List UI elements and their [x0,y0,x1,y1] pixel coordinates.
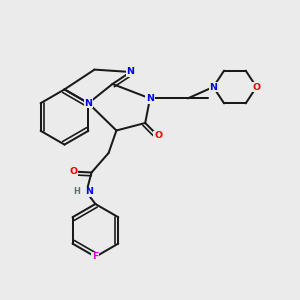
Text: N: N [85,188,93,196]
Text: N: N [209,82,217,91]
Text: O: O [69,167,78,176]
Text: N: N [127,68,134,76]
Text: H: H [74,188,80,196]
Text: N: N [146,94,154,103]
Text: F: F [92,252,99,261]
Text: N: N [84,99,92,108]
Text: O: O [252,82,261,91]
Text: O: O [154,131,162,140]
